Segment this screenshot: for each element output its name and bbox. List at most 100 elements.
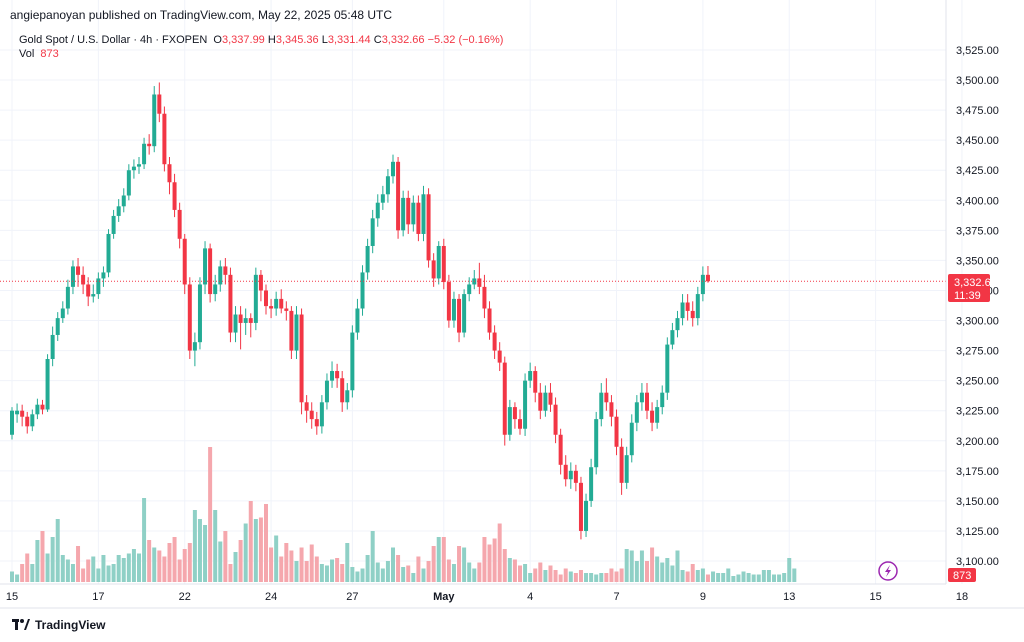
volume-bar — [401, 567, 406, 582]
volume-bar — [650, 547, 655, 582]
volume-bar — [492, 538, 497, 582]
volume-bar — [782, 573, 787, 582]
candle-body — [187, 284, 192, 351]
candle-body — [101, 272, 106, 279]
time-tick-label: 13 — [783, 591, 795, 603]
candle-body — [340, 378, 345, 403]
candle-body — [213, 284, 218, 295]
candle-body — [639, 392, 644, 403]
candle-body — [650, 410, 655, 423]
price-tick-label: 3,450.00 — [956, 135, 999, 147]
volume-bar — [294, 561, 299, 582]
candle-body — [172, 182, 177, 210]
open-label: O — [213, 34, 222, 46]
volume-bar — [472, 568, 477, 582]
volume-bar — [15, 574, 20, 582]
candle-body — [91, 294, 96, 297]
candle-body — [324, 380, 329, 403]
candle-body — [401, 197, 406, 231]
volume-bar — [106, 565, 111, 582]
volume-bar — [502, 549, 507, 582]
candle-body — [289, 310, 294, 351]
volume-bar — [330, 559, 335, 582]
candle-body — [584, 500, 589, 531]
candle-body — [538, 392, 543, 411]
candle-body — [208, 248, 213, 295]
price-tick-label: 3,100.00 — [956, 556, 999, 568]
last-price-timer: 11:39 — [954, 290, 981, 302]
volume-bar — [309, 544, 314, 582]
price-tick-label: 3,175.00 — [956, 466, 999, 478]
volume-bar — [787, 558, 792, 582]
candle-body — [142, 143, 147, 165]
candle-body — [152, 94, 157, 147]
candle-body — [700, 274, 705, 295]
candle-body — [462, 294, 467, 333]
candle-body — [70, 266, 75, 287]
price-tick-label: 3,475.00 — [956, 105, 999, 117]
candle-body — [223, 266, 228, 275]
volume-bar — [538, 562, 543, 582]
candle-body — [660, 392, 665, 408]
volume-bar — [594, 574, 599, 582]
volume-bar — [396, 555, 401, 582]
volume-bar — [324, 565, 329, 582]
last-price-tag-bg — [948, 274, 990, 302]
price-tick-label: 3,125.00 — [956, 526, 999, 538]
volume-bar — [162, 556, 167, 582]
volume-bar — [548, 565, 553, 582]
volume-bar — [751, 574, 756, 582]
lightning-icon[interactable] — [878, 561, 898, 581]
candle-body — [15, 410, 20, 415]
price-tick-label: 3,350.00 — [956, 255, 999, 267]
volume-bar — [477, 562, 482, 582]
volume-bars — [10, 447, 797, 582]
volume-value: 873 — [40, 48, 59, 60]
last-price-value: 3,332.66 — [954, 277, 997, 289]
price-axis[interactable]: 3,525.00 3,500.00 3,475.00 3,450.00 3,425.00… — [956, 45, 999, 568]
volume-tag-bg — [948, 568, 976, 582]
time-tick-label: May — [433, 591, 455, 603]
volume-bar — [741, 571, 746, 582]
publish-info: angiepanoyan published on TradingView.co… — [10, 8, 393, 22]
volume-bar — [213, 510, 218, 582]
volume-bar — [258, 517, 263, 582]
volume-bar — [777, 574, 782, 582]
volume-bar — [670, 565, 675, 582]
candle-body — [507, 407, 512, 435]
time-axis[interactable]: 1517222427May4791315182123 — [6, 591, 1024, 603]
candle-body — [380, 194, 385, 203]
volume-bar — [289, 550, 294, 582]
candle-body — [258, 274, 263, 291]
candle-body — [512, 407, 517, 420]
candle-body — [228, 274, 233, 333]
candle-body — [573, 470, 578, 483]
symbol-name[interactable]: Gold Spot / U.S. Dollar · 4h · FXOPEN — [19, 34, 208, 46]
candle-body — [294, 314, 299, 351]
candle-body — [182, 238, 187, 285]
volume-bar — [126, 553, 131, 582]
volume-bar — [274, 535, 279, 582]
volume-bar — [340, 564, 345, 582]
volume-bar — [629, 550, 634, 582]
footer-brand[interactable]: TradingView — [12, 618, 105, 632]
volume-bar — [177, 559, 182, 582]
candle-body — [365, 245, 370, 273]
price-tick-label: 3,225.00 — [956, 406, 999, 418]
candle-body — [319, 402, 324, 427]
candle-body — [162, 113, 167, 165]
candle-body — [299, 314, 304, 403]
price-tick-label: 3,525.00 — [956, 45, 999, 57]
volume-bar — [182, 549, 187, 582]
volume-bar — [518, 565, 522, 582]
candle-body — [309, 410, 314, 420]
volume-bar — [391, 547, 395, 582]
volume-bar — [360, 568, 365, 582]
volume-bar — [299, 547, 304, 582]
volume-bar — [50, 537, 55, 582]
volume-bar — [695, 570, 700, 582]
volume-bar — [655, 556, 660, 582]
candle-body — [690, 310, 695, 319]
candle-body — [431, 260, 436, 279]
